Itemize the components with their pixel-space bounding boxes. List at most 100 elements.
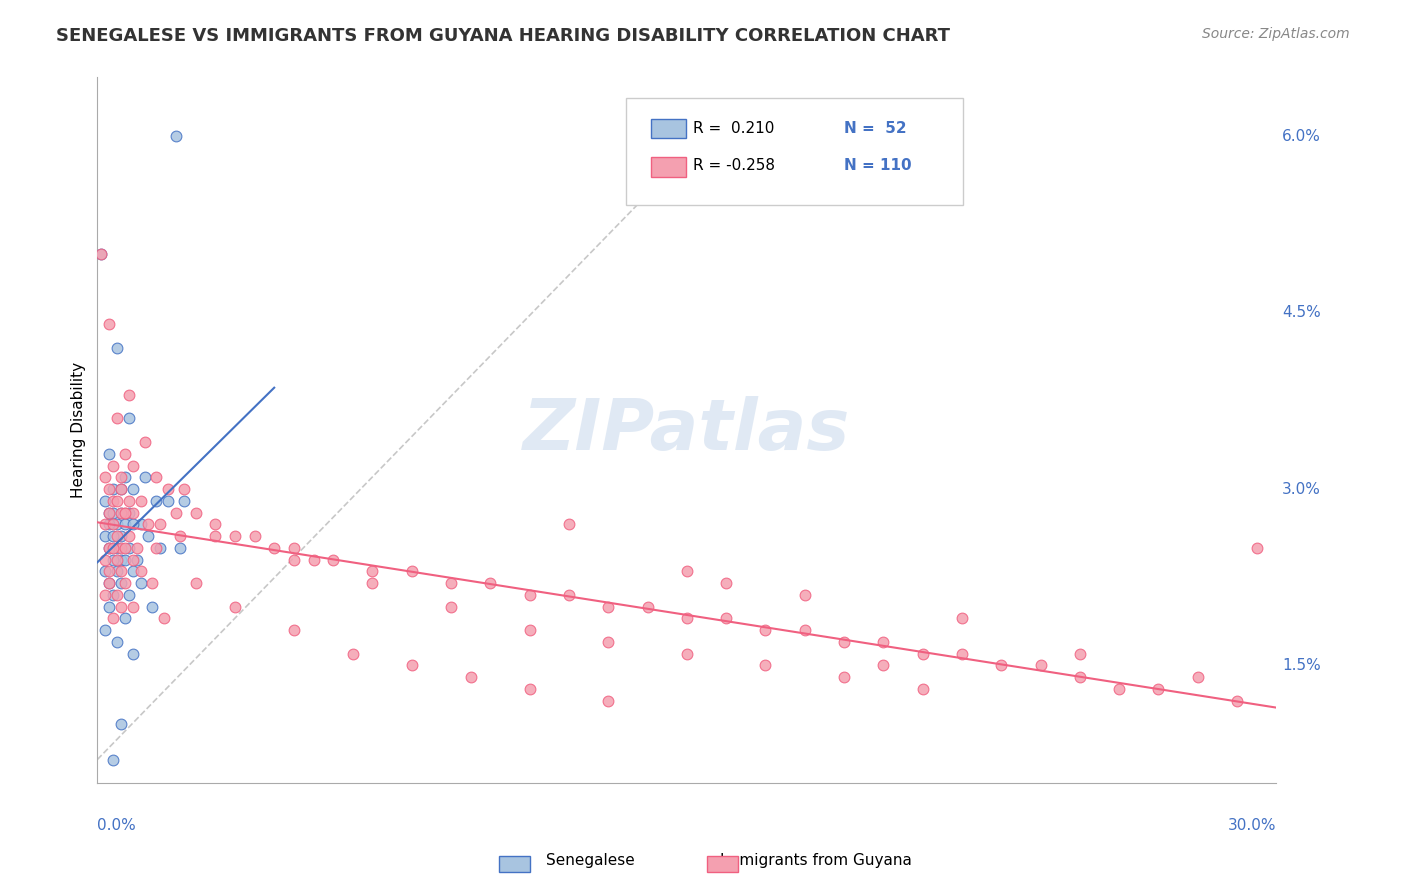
Point	[173, 493, 195, 508]
Y-axis label: Hearing Disability: Hearing Disability	[72, 362, 86, 499]
Point	[793, 623, 815, 637]
Point	[114, 552, 136, 566]
Point	[94, 552, 117, 566]
Point	[1246, 541, 1268, 555]
Point	[224, 599, 246, 614]
Point	[114, 517, 136, 532]
Point	[832, 635, 855, 649]
Point	[105, 541, 128, 555]
Point	[110, 565, 132, 579]
Point	[558, 588, 581, 602]
Point	[1029, 658, 1052, 673]
Point	[110, 529, 132, 543]
Point	[401, 565, 423, 579]
Point	[1147, 681, 1170, 696]
Point	[911, 647, 934, 661]
Point	[243, 529, 266, 543]
Text: Senegalese: Senegalese	[546, 854, 636, 868]
Point	[676, 647, 699, 661]
Point	[110, 506, 132, 520]
Text: 30.0%: 30.0%	[1227, 818, 1277, 833]
Point	[98, 541, 121, 555]
Point	[101, 482, 124, 496]
Point	[169, 529, 191, 543]
Point	[302, 552, 325, 566]
Point	[125, 552, 148, 566]
Point	[94, 623, 117, 637]
Point	[105, 341, 128, 355]
Point	[110, 599, 132, 614]
Point	[121, 506, 143, 520]
Text: ZIPatlas: ZIPatlas	[523, 396, 851, 465]
Point	[98, 318, 121, 332]
Point	[872, 635, 894, 649]
Point	[94, 493, 117, 508]
Point	[342, 647, 364, 661]
Point	[101, 517, 124, 532]
Point	[121, 647, 143, 661]
Text: 0.0%: 0.0%	[97, 818, 136, 833]
Point	[101, 541, 124, 555]
Text: 1.5%: 1.5%	[1282, 658, 1322, 673]
Point	[94, 565, 117, 579]
Point	[101, 611, 124, 625]
Point	[754, 623, 776, 637]
Point	[204, 529, 226, 543]
Point	[105, 529, 128, 543]
Point	[149, 517, 172, 532]
Point	[98, 541, 121, 555]
Point	[519, 681, 541, 696]
Point	[138, 517, 160, 532]
Point	[157, 482, 180, 496]
Point	[224, 529, 246, 543]
Point	[114, 576, 136, 591]
Point	[184, 576, 207, 591]
Point	[283, 552, 305, 566]
Point	[911, 681, 934, 696]
Point	[401, 658, 423, 673]
Point	[98, 517, 121, 532]
Point	[204, 517, 226, 532]
Point	[145, 470, 167, 484]
Point	[283, 541, 305, 555]
Point	[105, 588, 128, 602]
Point	[114, 506, 136, 520]
Point	[110, 506, 132, 520]
Point	[519, 588, 541, 602]
Point	[118, 529, 141, 543]
Point	[598, 599, 620, 614]
Point	[114, 541, 136, 555]
Point	[950, 611, 973, 625]
Point	[114, 447, 136, 461]
Point	[94, 588, 117, 602]
Point	[98, 576, 121, 591]
Point	[129, 576, 152, 591]
Point	[114, 470, 136, 484]
Point	[110, 717, 132, 731]
Point	[121, 482, 143, 496]
Point	[832, 670, 855, 684]
Point	[118, 588, 141, 602]
Text: R = -0.258: R = -0.258	[693, 159, 775, 173]
Point	[754, 658, 776, 673]
Point	[121, 517, 143, 532]
Text: N = 110: N = 110	[844, 159, 911, 173]
Point	[950, 647, 973, 661]
Point	[110, 482, 132, 496]
Point	[141, 576, 163, 591]
Point	[1069, 647, 1091, 661]
Point	[149, 541, 172, 555]
Point	[793, 588, 815, 602]
Point	[118, 506, 141, 520]
Point	[714, 611, 737, 625]
Point	[990, 658, 1012, 673]
Point	[479, 576, 502, 591]
Point	[129, 517, 152, 532]
Point	[121, 458, 143, 473]
Point	[1069, 670, 1091, 684]
Point	[519, 623, 541, 637]
Point	[676, 565, 699, 579]
Point	[118, 411, 141, 425]
Point	[153, 611, 176, 625]
Text: R =  0.210: R = 0.210	[693, 121, 775, 136]
